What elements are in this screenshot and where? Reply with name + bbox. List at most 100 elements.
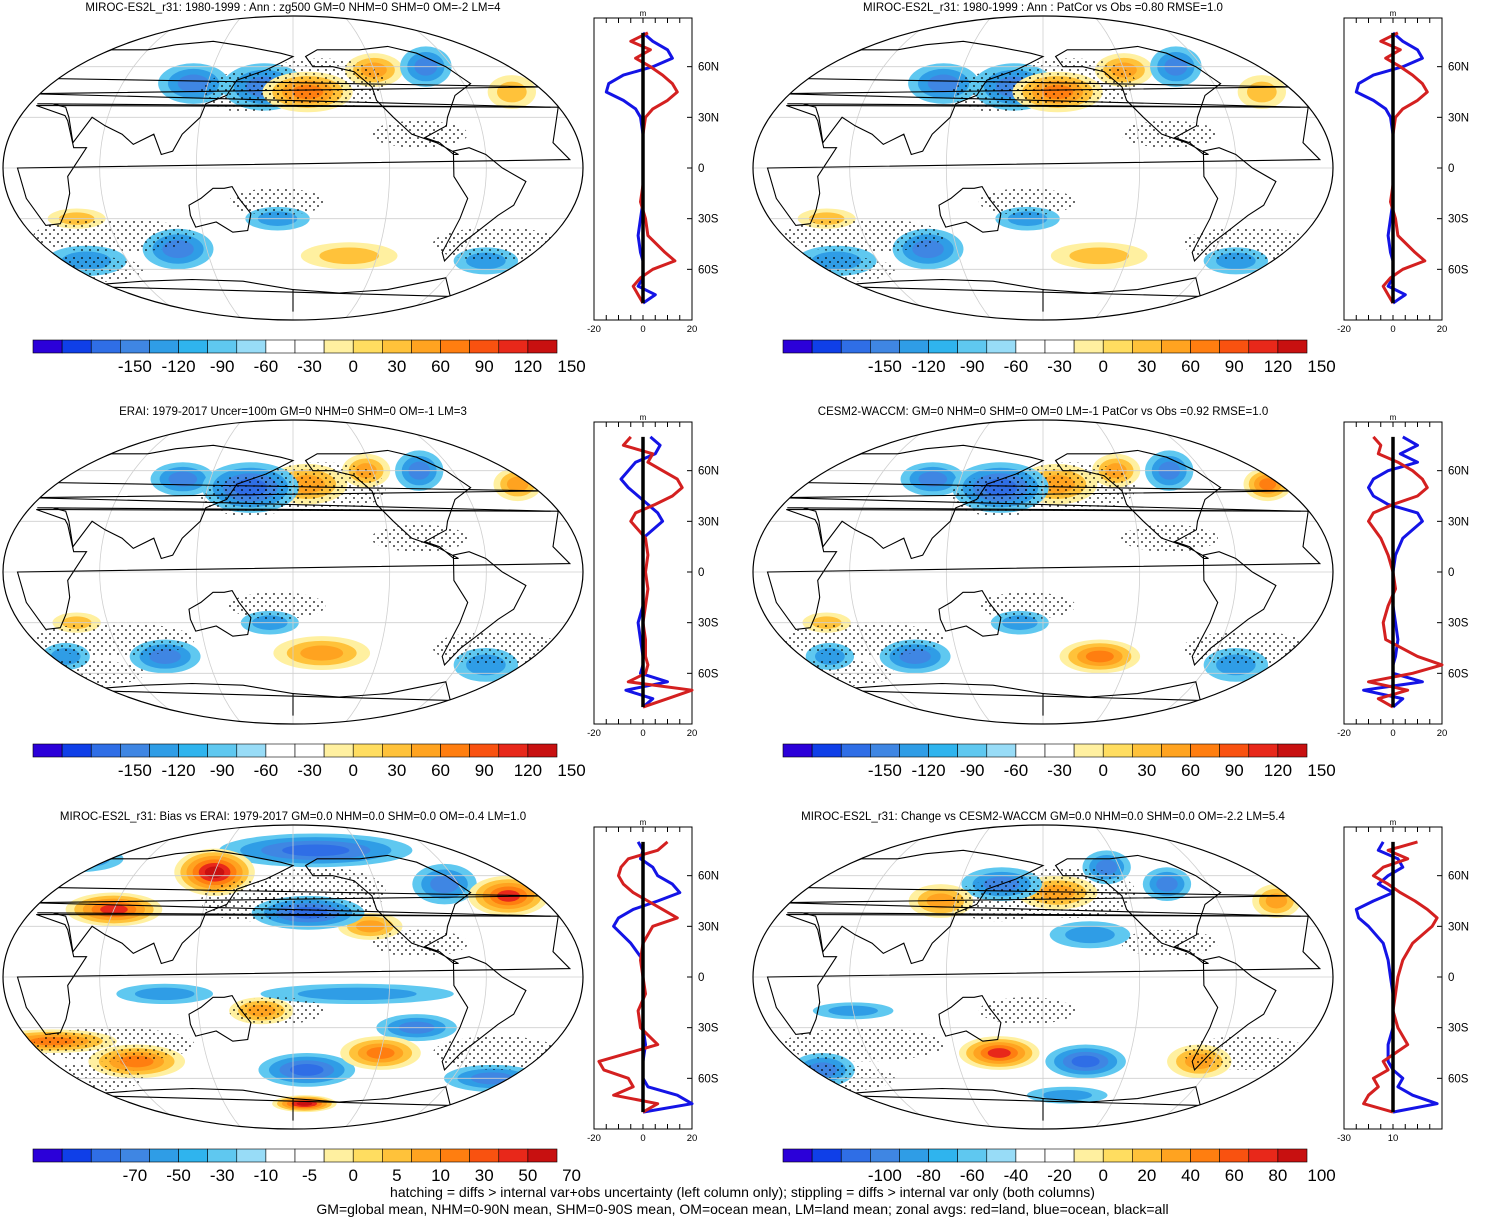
- colorbar-swatch: [1015, 1148, 1046, 1163]
- graticule-meridian: [945, 825, 993, 1129]
- colorbar-label: -90: [210, 357, 235, 376]
- colorbar-swatch: [323, 743, 354, 758]
- coastline: [1191, 147, 1277, 262]
- graticule-meridian: [395, 825, 487, 1129]
- zonal-mean-panel: m -20 0 20 60N 30N 0 30S 60S: [1337, 9, 1469, 335]
- colorbar-swatch: [928, 339, 958, 354]
- colorbar-swatch: [265, 1148, 296, 1163]
- colorbar-label: 0: [348, 357, 357, 376]
- colorbar-label: -80: [916, 1166, 941, 1185]
- zonal-lat-label: 60S: [698, 264, 719, 276]
- coastline: [1191, 956, 1277, 1071]
- panel-title: MIROC-ES2L_r31: 1980-1999 : Ann : PatCor…: [863, 2, 1223, 14]
- zonal-lat-label: 60S: [1448, 264, 1469, 276]
- colorbar-swatch: [440, 339, 470, 354]
- zonal-curve-land: [1362, 840, 1439, 1114]
- colorbar-swatch: [411, 339, 441, 354]
- map-field: [3, 420, 583, 724]
- panel-title: ERAI: 1979-2017 Uncer=100m GM=0 NHM=0 SH…: [119, 406, 467, 418]
- colorbar-swatch: [928, 743, 958, 758]
- zonal-lat-label: 30N: [698, 516, 719, 528]
- colorbar-swatch: [120, 339, 150, 354]
- graticule-meridian: [1145, 825, 1237, 1129]
- colorbar-swatch: [265, 339, 296, 354]
- stippling: [1182, 227, 1312, 261]
- colorbar-label: 120: [1264, 761, 1292, 780]
- colorbar-swatch: [1277, 743, 1308, 758]
- anomaly-contour: [430, 875, 459, 894]
- graticule-meridian: [1093, 825, 1141, 1129]
- colorbar-swatch: [382, 339, 412, 354]
- colorbar-label: -50: [166, 1166, 191, 1185]
- colorbar-label: 30: [387, 761, 406, 780]
- colorbar-label: 20: [1137, 1166, 1156, 1185]
- zonal-xtick-label: 20: [1437, 324, 1448, 335]
- anomaly-contour: [1259, 478, 1277, 491]
- zonal-xtick-label: -20: [587, 1133, 601, 1144]
- colorbar-label: 50: [518, 1166, 537, 1185]
- stippling: [1121, 120, 1218, 148]
- coastline: [825, 681, 1202, 716]
- stippling: [1121, 524, 1218, 552]
- colorbar-label: -60: [1004, 761, 1029, 780]
- colorbar-swatch: [870, 339, 900, 354]
- colorbar-swatch: [1044, 743, 1075, 758]
- panel-2: MIROC-ES2L_r31: 1980-1999 : Ann : PatCor…: [752, 2, 1469, 376]
- zonal-xtick-label: -20: [587, 324, 601, 335]
- zonal-lat-label: 30N: [1448, 921, 1469, 933]
- zonal-lat-label: 0: [698, 567, 704, 579]
- colorbar-swatch: [265, 743, 296, 758]
- colorbar-swatch: [957, 339, 988, 354]
- colorbar-swatch: [527, 1148, 558, 1163]
- graticule-meridian: [195, 825, 243, 1129]
- colorbar-label: -5: [302, 1166, 317, 1185]
- colorbar-swatch: [469, 743, 500, 758]
- colorbar-swatch: [178, 743, 208, 758]
- colorbar-label: -30: [297, 761, 322, 780]
- colorbar-label: -60: [960, 1166, 985, 1185]
- graticule-meridian: [849, 825, 941, 1129]
- panel-5: MIROC-ES2L_r31: Bias vs ERAI: 1979-2017 …: [2, 811, 719, 1185]
- colorbar-swatch: [1219, 743, 1250, 758]
- colorbar-swatch: [382, 1148, 412, 1163]
- colorbar-label: -150: [118, 357, 152, 376]
- colorbar-label: 90: [1225, 761, 1244, 780]
- colorbar-swatch: [1248, 1148, 1279, 1163]
- colorbar-swatch: [498, 339, 529, 354]
- colorbar-swatch: [811, 1148, 842, 1163]
- colorbar-label: 60: [431, 357, 450, 376]
- colorbar-swatch: [1190, 743, 1220, 758]
- colorbar-label: -90: [960, 761, 985, 780]
- anomaly-contour: [168, 471, 198, 487]
- map-field: [3, 16, 583, 320]
- graticule-meridian: [99, 420, 191, 724]
- zonal-lat-label: 60N: [1448, 62, 1469, 74]
- colorbar-label: 10: [431, 1166, 450, 1185]
- colorbar-swatch: [957, 1148, 988, 1163]
- coastline: [75, 1086, 452, 1121]
- stippling: [371, 929, 468, 957]
- colorbar-swatch: [61, 339, 92, 354]
- colorbar-label: 100: [1307, 1166, 1335, 1185]
- colorbar-label: 0: [1098, 1166, 1107, 1185]
- graticule-meridian: [1093, 16, 1141, 320]
- coastline: [766, 104, 1322, 226]
- colorbar-label: -120: [162, 357, 196, 376]
- colorbar-swatch: [61, 743, 92, 758]
- graticule-meridian: [1145, 16, 1237, 320]
- graticule-meridian: [99, 16, 191, 320]
- coastline: [441, 147, 527, 262]
- colorbar-swatch: [498, 743, 529, 758]
- coastline: [938, 589, 1002, 637]
- colorbar: -150 -120 -90 -60 -30 0 30 60 90 120 150: [32, 743, 586, 780]
- graticule-meridian: [195, 16, 243, 320]
- colorbar-label: 120: [514, 357, 542, 376]
- zonal-lat-label: 60S: [1448, 668, 1469, 680]
- colorbar-swatch: [957, 743, 988, 758]
- zonal-curve-ocean: [1354, 841, 1439, 1114]
- colorbar-label: 30: [1137, 761, 1156, 780]
- zonal-unit-label: m: [640, 413, 647, 422]
- colorbar-label: 90: [475, 357, 494, 376]
- zonal-lat-label: 60S: [698, 668, 719, 680]
